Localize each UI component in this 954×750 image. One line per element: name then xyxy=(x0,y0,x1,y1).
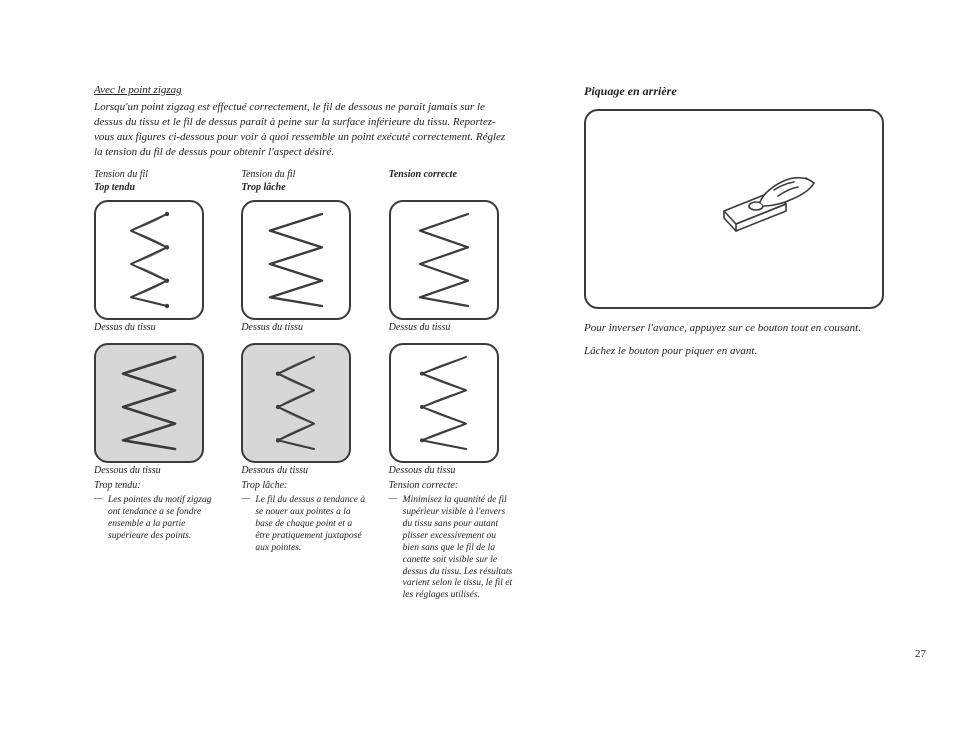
col-head-line2: Top tendu xyxy=(94,182,219,195)
zigzag-grid: Tension du fil Top tendu Tension du fil … xyxy=(94,169,514,602)
swatch-correct-bottom xyxy=(389,343,499,463)
caption: Dessus du tissu xyxy=(389,322,514,333)
reverse-illustration xyxy=(584,109,884,309)
col-head-line2: Trop lâche xyxy=(241,182,366,195)
description: —Minimisez la quantité de fil supérieur … xyxy=(389,494,514,602)
swatch-correct-top xyxy=(389,200,499,320)
right-text-1: Pour inverser l'avance, appuyez sur ce b… xyxy=(584,321,884,336)
intro-paragraph: Lorsqu'un point zigzag est effectué corr… xyxy=(94,100,514,159)
swatch-loose-top xyxy=(241,200,351,320)
caption: Dessous du tissu xyxy=(241,465,366,478)
left-column: Avec le point zigzag Lorsqu'un point zig… xyxy=(94,84,514,602)
description: —Le fil du dessus a tendance à se nouer … xyxy=(241,494,366,554)
col-head-2: Tension du fil Trop lâche xyxy=(241,169,366,194)
caption: Dessus du tissu xyxy=(94,322,219,333)
hand-button-icon xyxy=(714,156,834,251)
description: —Les pointes du motif zigzag ont tendanc… xyxy=(94,494,219,542)
col-head-line1: Tension du fil xyxy=(241,169,366,182)
caption: Dessous du tissu xyxy=(389,465,514,478)
sub-label: Trop tendu: xyxy=(94,480,219,493)
right-column: Piquage en arrière xyxy=(584,84,884,602)
right-title: Piquage en arrière xyxy=(584,84,884,99)
sub-label: Tension correcte: xyxy=(389,480,514,493)
caption: Dessous du tissu xyxy=(94,465,219,478)
caption: Dessus du tissu xyxy=(241,322,366,333)
swatch-tight-bottom xyxy=(94,343,204,463)
col-head-3: Tension correcte xyxy=(389,169,514,194)
col-head-line2: Tension correcte xyxy=(389,169,514,182)
col-head-line1: Tension du fil xyxy=(94,169,219,182)
right-text-2: Lâchez le bouton pour piquer en avant. xyxy=(584,344,884,359)
swatch-loose-bottom xyxy=(241,343,351,463)
swatch-tight-top xyxy=(94,200,204,320)
page-number: 27 xyxy=(915,648,926,660)
col-head-1: Tension du fil Top tendu xyxy=(94,169,219,194)
sub-label: Trop lâche: xyxy=(241,480,366,493)
section-title: Avec le point zigzag xyxy=(94,84,514,96)
